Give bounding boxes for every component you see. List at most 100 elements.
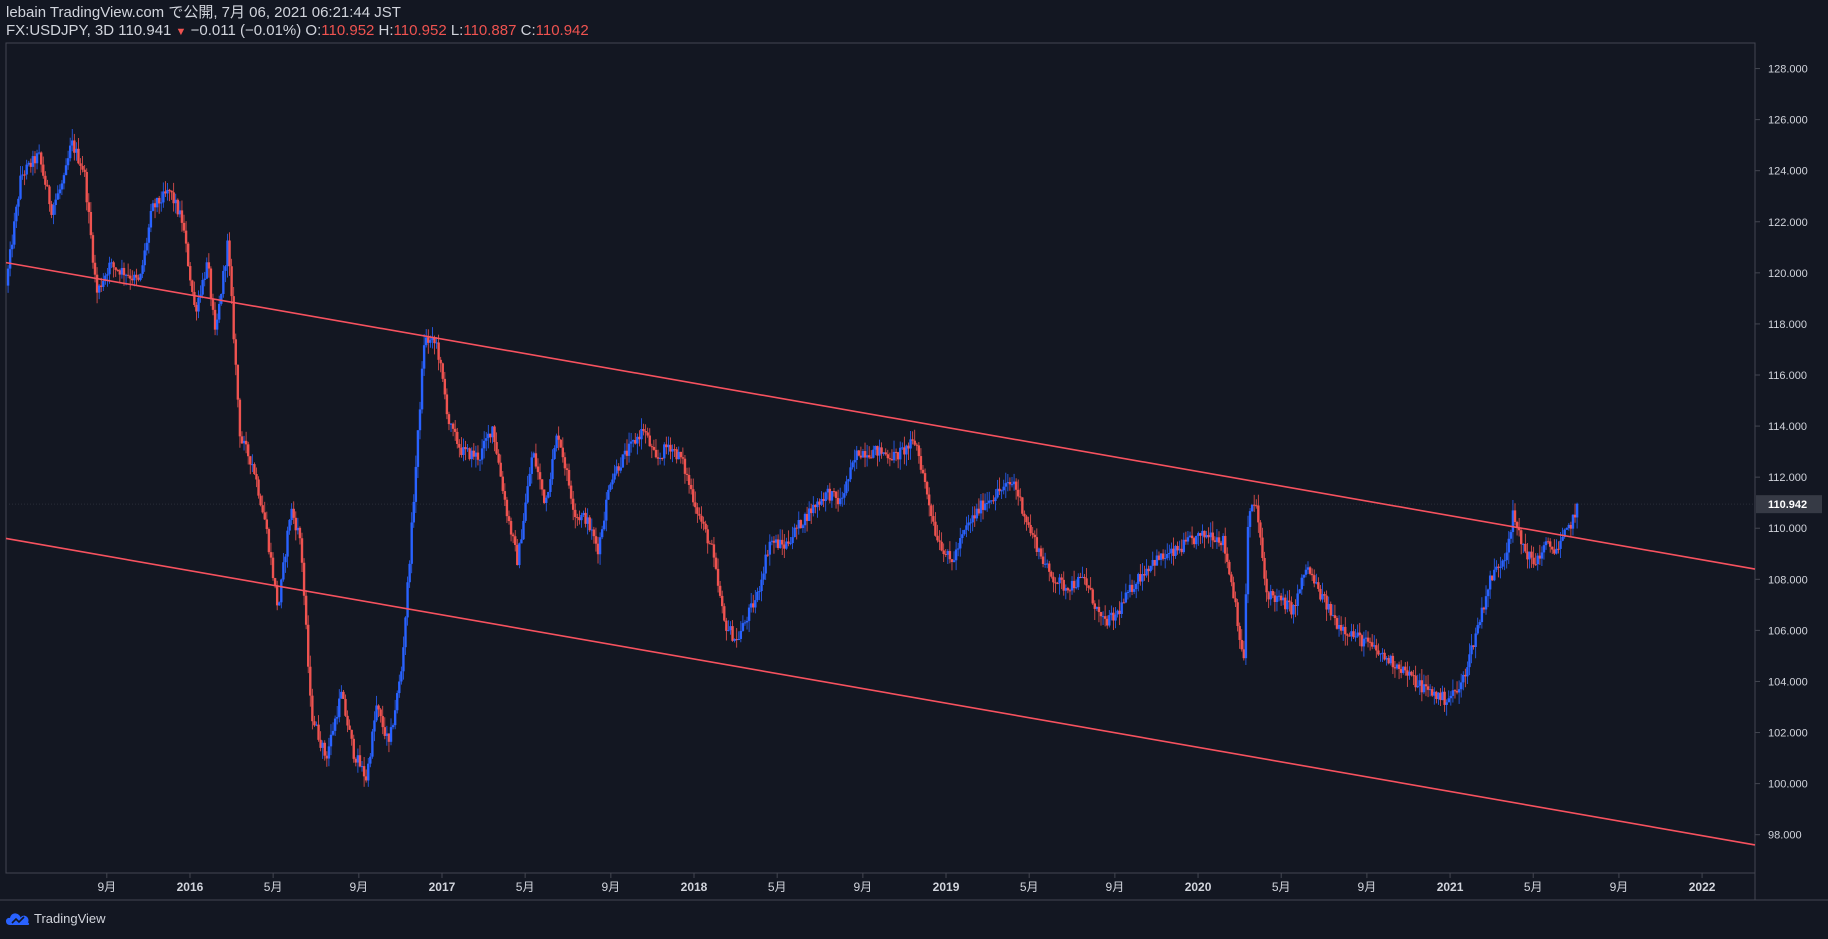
candle-body	[249, 456, 252, 465]
tradingview-logo[interactable]: TradingView	[6, 911, 106, 926]
candle-body	[211, 298, 215, 310]
ohlc-line: FX:USDJPY, 3D 110.941 ▼ −0.011 (−0.01%) …	[6, 22, 589, 41]
candle-body	[1236, 602, 1239, 627]
candle-body	[385, 733, 389, 736]
candle-body	[1037, 548, 1041, 552]
candle-body	[1404, 666, 1407, 671]
candle-body	[1097, 606, 1101, 613]
candle-body	[288, 520, 291, 531]
candle-body	[882, 452, 885, 454]
candle-body	[472, 450, 476, 457]
candle-body	[1124, 592, 1128, 603]
open-value: 110.952	[321, 22, 375, 39]
candle-body	[824, 492, 827, 502]
candle-body	[1132, 589, 1136, 592]
price-tick-label: 110.000	[1768, 523, 1807, 535]
time-tick-label: 9月	[854, 880, 873, 894]
candle-body	[683, 458, 687, 474]
candle-body	[1068, 590, 1072, 592]
price-tick-label: 122.000	[1768, 217, 1808, 229]
candle-body	[503, 491, 507, 500]
candle-body	[141, 265, 144, 274]
candle-body	[878, 447, 881, 456]
candle-body	[814, 504, 817, 508]
candle-body	[482, 440, 486, 449]
candle-body	[317, 724, 320, 740]
candle-body	[259, 495, 262, 506]
candle-body	[1033, 534, 1036, 538]
candle-body	[1226, 553, 1229, 562]
candle-body	[1114, 614, 1117, 621]
candle-body	[383, 727, 387, 736]
candle-body	[153, 203, 157, 208]
candle-body	[213, 309, 217, 330]
candle-body	[795, 527, 798, 529]
price-tick-label: 100.000	[1768, 779, 1808, 791]
candle-body	[1406, 670, 1409, 676]
candle-body	[11, 244, 14, 250]
candle-body	[1443, 691, 1446, 705]
candle-body	[116, 269, 119, 271]
candle-body	[1172, 548, 1175, 556]
candle-body	[793, 527, 796, 538]
candle-body	[278, 602, 281, 606]
high-value: 110.952	[393, 22, 447, 39]
candle-body	[1447, 698, 1450, 703]
candle-body	[532, 453, 536, 458]
candle-body	[87, 202, 90, 212]
candle-body	[1043, 563, 1047, 565]
candle-body	[1306, 567, 1310, 570]
candle-body	[60, 183, 64, 190]
candle-body	[371, 731, 374, 757]
upper-channel-line[interactable]	[5, 261, 1756, 570]
candle-body	[1468, 654, 1471, 668]
candle-body	[1346, 634, 1349, 636]
candle-body	[791, 537, 794, 544]
candle-body	[998, 488, 1001, 492]
candle-body	[39, 152, 43, 165]
candle-body	[373, 720, 376, 732]
candle-body	[1176, 545, 1179, 551]
candle-body	[1412, 675, 1415, 677]
candle-body	[1056, 583, 1059, 585]
candle-body	[822, 498, 825, 502]
candle-body	[1348, 635, 1351, 637]
candle-body	[458, 443, 461, 448]
candle-body	[698, 513, 701, 516]
candle-body	[1178, 548, 1181, 551]
candle-body	[1255, 505, 1258, 507]
candle-body	[1431, 689, 1434, 696]
lower-channel-line[interactable]	[5, 537, 1756, 846]
candle-body	[1327, 603, 1330, 610]
candle-body	[143, 250, 146, 266]
candle-body	[1410, 671, 1413, 676]
candle-body	[1399, 669, 1403, 673]
candle-body	[1379, 653, 1382, 655]
candle-body	[1354, 636, 1357, 638]
candle-body	[433, 337, 436, 344]
candle-body	[1064, 588, 1068, 591]
candle-body	[969, 522, 972, 524]
candle-body	[828, 488, 832, 501]
candle-body	[338, 698, 341, 718]
candle-body	[425, 337, 428, 346]
tradingview-cloud-icon	[6, 912, 30, 925]
candle-body	[1070, 580, 1074, 591]
candle-body	[553, 448, 556, 460]
candle-body	[1106, 618, 1109, 626]
candle-body	[1422, 684, 1426, 693]
candle-body	[710, 543, 714, 545]
candle-body	[1538, 555, 1542, 559]
price-tick-label: 108.000	[1768, 574, 1808, 586]
candle-body	[1213, 540, 1217, 542]
candle-body	[1495, 566, 1498, 570]
candle-body	[915, 444, 918, 446]
candle-body	[360, 766, 364, 768]
candle-body	[1180, 548, 1183, 553]
high-label: H:	[378, 22, 394, 39]
candle-body	[309, 666, 312, 696]
symbol-label[interactable]: FX:USDJPY, 3D	[6, 22, 115, 39]
candle-body	[176, 199, 180, 215]
candle-body	[1089, 587, 1092, 590]
